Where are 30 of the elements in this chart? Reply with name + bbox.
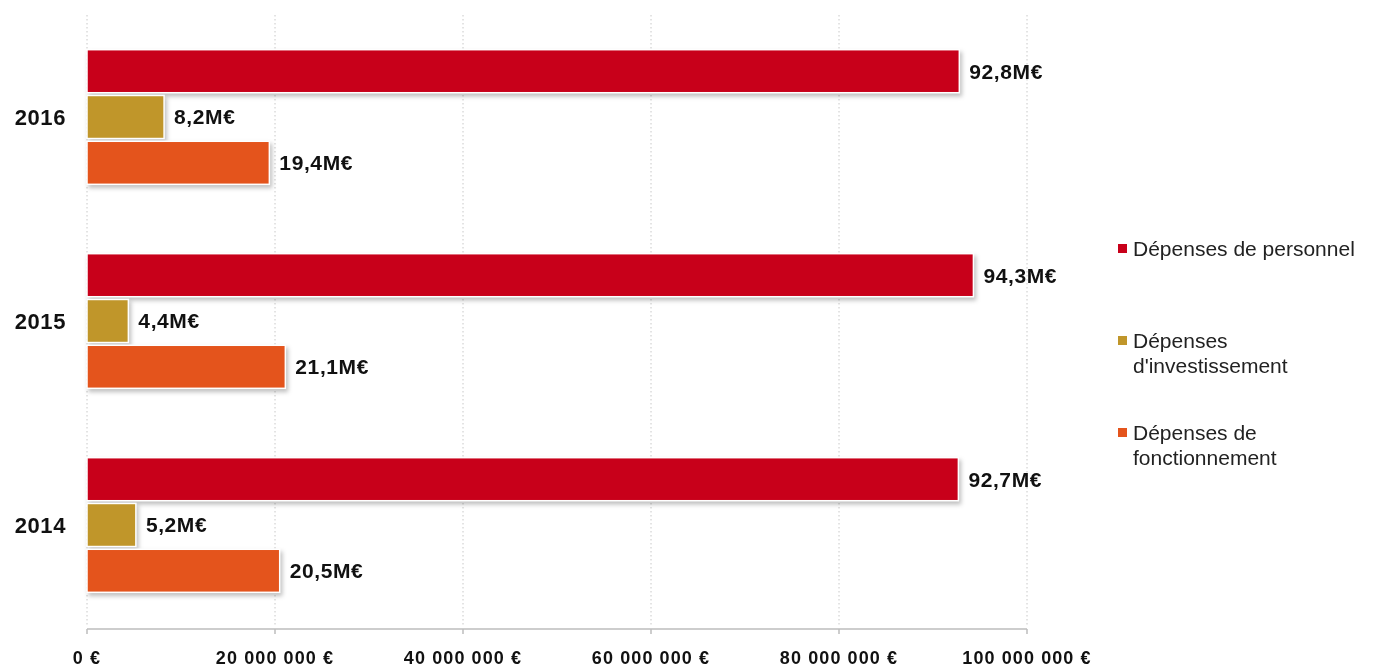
data-label: 20,5M€: [289, 559, 364, 583]
x-tick-label: 100 000 000 €: [962, 648, 1092, 667]
data-label: 19,4M€: [279, 151, 354, 175]
data-label: 8,2M€: [174, 105, 236, 129]
bar: [86, 456, 960, 502]
x-tick-label: 80 000 000 €: [779, 648, 899, 667]
x-tick-label: 0 €: [72, 648, 102, 667]
data-label: 94,3M€: [983, 263, 1058, 287]
y-tick-label: 2015: [14, 308, 66, 334]
data-label: 5,2M€: [145, 513, 208, 537]
x-tick-label: 20 000 000 €: [215, 648, 335, 667]
data-label: 21,1M€: [295, 355, 369, 379]
y-tick-label: 2014: [14, 512, 67, 538]
data-label: 92,7M€: [968, 467, 1043, 491]
bar: [86, 548, 281, 594]
legend-label: Dépenses de fonctionnement: [1133, 420, 1277, 469]
x-tick-label: 40 000 000 €: [403, 648, 523, 667]
bar: [86, 502, 137, 548]
data-label: 92,8M€: [969, 59, 1043, 83]
legend-label: Dépenses d'investissement: [1133, 328, 1288, 377]
bar: [86, 252, 975, 298]
x-tick-label: 60 000 000 €: [591, 648, 711, 667]
bar: [86, 298, 130, 344]
y-tick-label: 2016: [14, 104, 66, 130]
bar: [86, 94, 165, 140]
bar: [86, 344, 287, 390]
legend-label: Dépenses de personnel: [1133, 236, 1355, 260]
bar: [86, 140, 271, 186]
data-label: 4,4M€: [138, 309, 200, 333]
bar: [86, 48, 961, 94]
